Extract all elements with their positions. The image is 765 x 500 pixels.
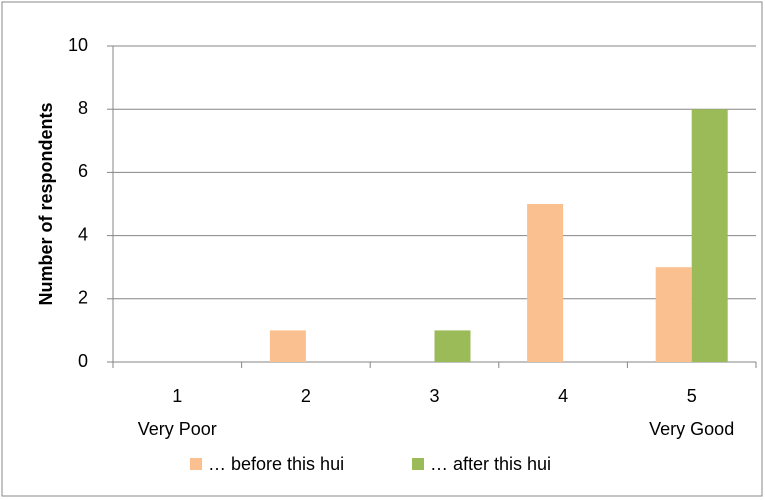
y-axis-label: Number of respondents [36, 102, 56, 305]
y-tick-label: 2 [78, 288, 88, 308]
x-tick-sublabel: Very Poor [138, 419, 217, 439]
bar [691, 109, 728, 362]
bar [269, 330, 306, 362]
legend-swatch [412, 458, 424, 470]
x-tick-sublabel: Very Good [649, 419, 734, 439]
y-tick-label: 6 [78, 161, 88, 181]
x-tick-label: 4 [558, 386, 568, 406]
x-tick-label: 3 [429, 386, 439, 406]
y-tick-label: 0 [78, 351, 88, 371]
legend-label: … after this hui [430, 454, 551, 474]
x-tick-label: 1 [172, 386, 182, 406]
bar [655, 267, 692, 362]
x-tick-label: 2 [301, 386, 311, 406]
legend-label: … before this hui [208, 454, 344, 474]
bar [434, 330, 471, 362]
bar [527, 204, 564, 362]
legend-swatch [190, 458, 202, 470]
y-tick-label: 8 [78, 98, 88, 118]
y-tick-label: 4 [78, 224, 88, 244]
x-tick-label: 5 [687, 386, 697, 406]
y-tick-label: 10 [68, 35, 88, 55]
